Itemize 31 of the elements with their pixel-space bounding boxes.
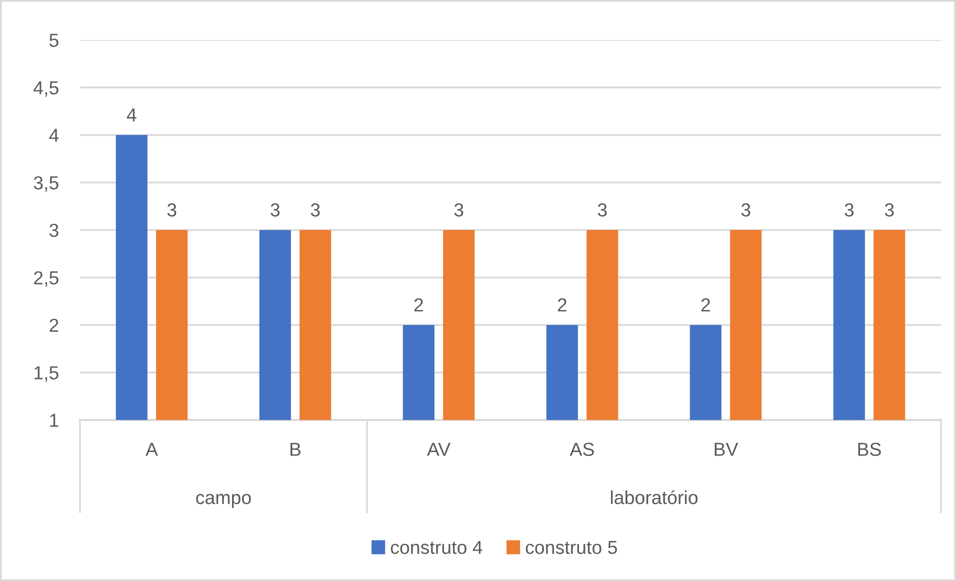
- data-label: 3: [167, 203, 176, 217]
- y-tick-label: 1: [50, 414, 58, 427]
- y-tick-label: 5: [49, 34, 58, 47]
- legend-label: construto 5: [526, 540, 617, 554]
- data-label: 2: [558, 298, 566, 312]
- x-tick-label: AV: [426, 442, 450, 456]
- data-label: 3: [844, 203, 854, 217]
- text: laboratório: [610, 490, 698, 504]
- data-label: 4: [126, 108, 136, 122]
- data-label: 3: [884, 203, 894, 217]
- y-tick-label: 1,5: [34, 366, 58, 382]
- y-tick-label: 4: [49, 128, 59, 142]
- data-label: 3: [741, 203, 750, 217]
- x-tick-label: A: [146, 442, 158, 456]
- y-tick-label: 4,5: [34, 81, 58, 97]
- x-tick-label: AS: [570, 442, 594, 456]
- data-label: 3: [598, 203, 607, 217]
- data-label: 3: [270, 203, 280, 217]
- data-label: 3: [454, 203, 464, 217]
- data-label: 3: [310, 203, 320, 217]
- y-tick-label: 2: [50, 318, 58, 332]
- data-label: 2: [414, 298, 423, 312]
- x-tick-label: B: [290, 442, 301, 456]
- text: campo: [196, 494, 251, 508]
- data-label: 2: [701, 298, 710, 312]
- legend-label: construto 4: [390, 540, 482, 554]
- x-tick-label: BV: [714, 442, 738, 456]
- y-tick-label: 3,5: [34, 176, 58, 192]
- x-tick-label: BS: [858, 442, 881, 456]
- y-tick-label: 2,5: [34, 271, 58, 287]
- y-tick-label: 3: [49, 224, 58, 237]
